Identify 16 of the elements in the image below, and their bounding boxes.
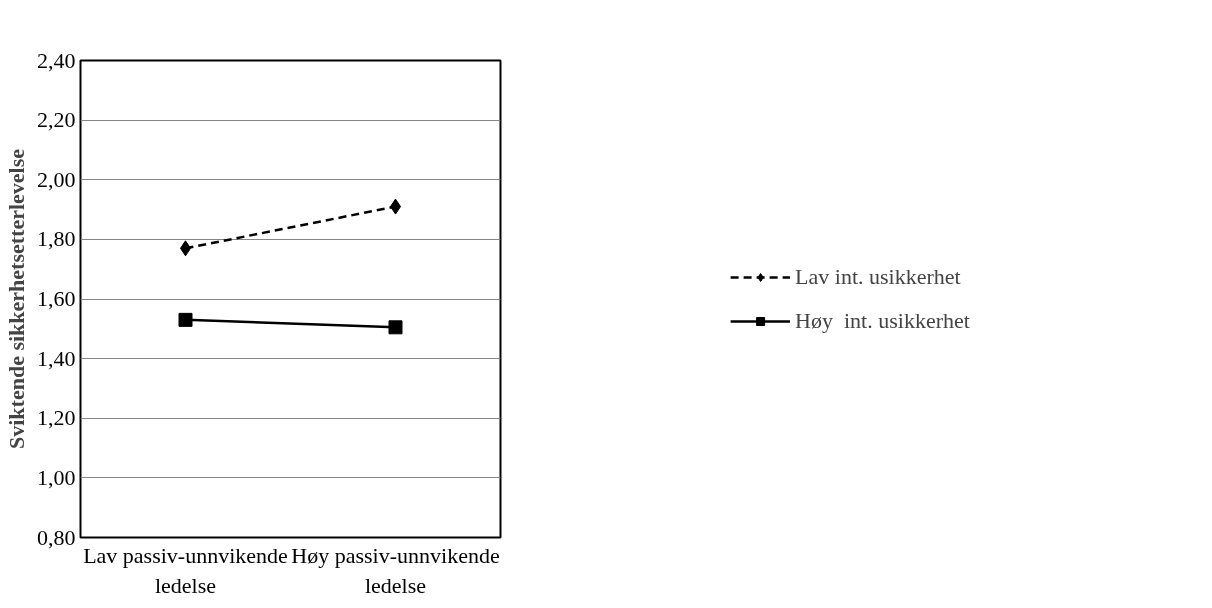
x-tick-label: Lav passiv-unnvikende ledelse	[83, 542, 288, 598]
y-tick-label: 1,60	[37, 286, 76, 311]
y-tick-label: 2,00	[37, 166, 76, 192]
y-tick-label: 1,80	[37, 226, 76, 252]
y-tick-label: 1,40	[37, 345, 76, 371]
legend-label: Høy int. usikkerhet	[795, 307, 970, 334]
y-axis-title: Sviktende sikkerhetsetterlevelse	[4, 148, 29, 449]
point	[388, 320, 403, 335]
y-tick-label: 1,00	[37, 464, 76, 490]
y-tick-label: 2,20	[37, 107, 76, 133]
point	[178, 312, 193, 327]
y-tick-label: 1,20	[37, 405, 76, 431]
x-tick-label: Høy passiv-unnvikende ledelse	[291, 542, 500, 598]
y-tick-label: 2,40	[37, 47, 76, 73]
legend-label: Lav int. usikkerhet	[795, 263, 961, 290]
y-tick-label: 0,80	[37, 524, 76, 550]
